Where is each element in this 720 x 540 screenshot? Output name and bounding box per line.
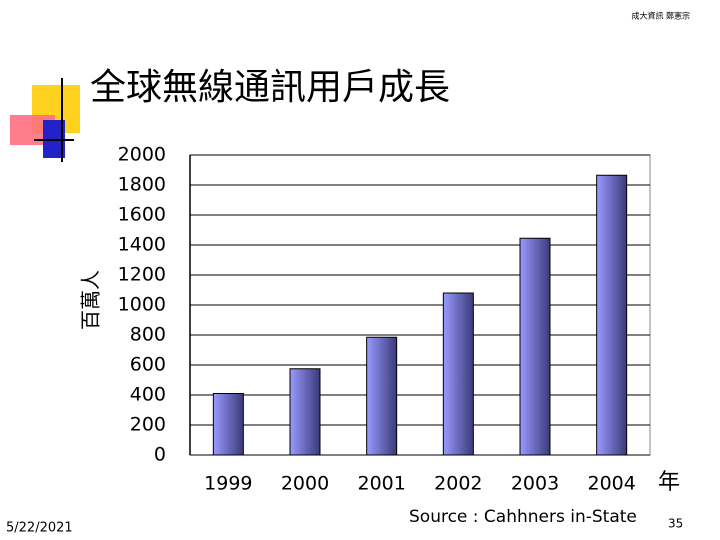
bar — [366, 336, 398, 456]
y-tick-label: 800 — [130, 324, 166, 346]
x-tick-label: 2003 — [511, 473, 559, 495]
bar — [519, 237, 551, 456]
x-tick-label: 2004 — [587, 473, 635, 495]
y-tick-label: 1600 — [118, 204, 166, 226]
bar — [212, 393, 244, 456]
y-tick-label: 400 — [130, 384, 166, 406]
page-number: 35 — [668, 517, 683, 531]
y-tick-label: 1200 — [118, 264, 166, 286]
chart-title: 全球無線通訊用戶成長 — [90, 67, 450, 108]
y-tick-label: 1800 — [118, 174, 166, 196]
y-tick-label: 0 — [154, 444, 166, 466]
x-axis-label: 年 — [658, 470, 680, 495]
x-tick-label: 1999 — [204, 473, 252, 495]
x-tick-label: 2000 — [281, 473, 329, 495]
header: 成大資訊 鄭憲宗 — [631, 11, 690, 21]
x-tick-label: 2001 — [357, 473, 405, 495]
y-tick-label: 2000 — [118, 144, 166, 166]
source: Source : Cahhners in-State — [409, 507, 637, 527]
y-tick-label: 1400 — [118, 234, 166, 256]
y-axis-label: 百萬人 — [79, 270, 103, 330]
y-tick-label: 200 — [130, 414, 166, 436]
bar — [596, 174, 628, 456]
date: 5/22/2021 — [6, 521, 73, 536]
y-tick-label: 1000 — [118, 294, 166, 316]
bar — [442, 292, 474, 456]
y-tick-label: 600 — [130, 354, 166, 376]
x-tick-label: 2002 — [434, 473, 482, 495]
bar — [289, 368, 321, 456]
